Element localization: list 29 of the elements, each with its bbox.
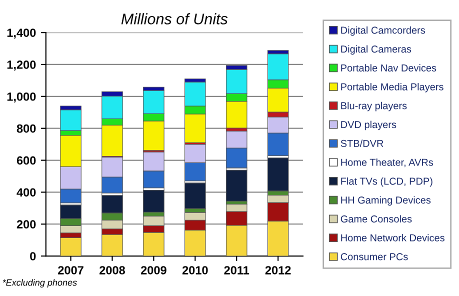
y-tick-label: 1,400 [7, 28, 36, 39]
y-tick-label: 200 [16, 220, 36, 229]
y-tick-label: 1,200 [7, 60, 36, 71]
legend-label: DVD players [341, 120, 396, 130]
legend-label: Game Consoles [340, 215, 412, 223]
x-tick-label: 2012 [265, 266, 291, 274]
y-tick-label: 800 [16, 124, 36, 133]
x-tick-label: 2009 [140, 266, 166, 274]
x-tick-label: 2007 [58, 266, 84, 274]
x-tick-label: 2010 [182, 266, 208, 274]
legend-label: Home Theater, AVRs [341, 158, 434, 168]
y-tick-label: 1,000 [7, 92, 36, 103]
y-tick-label: 0 [30, 252, 36, 260]
x-tick-label: 2011 [224, 266, 250, 274]
legend-label: Home Network Devices [341, 234, 444, 242]
legend-label: Blu-ray players [341, 102, 407, 112]
y-tick-label: 400 [16, 188, 36, 197]
legend-label: Flat TVs (LCD, PDP) [341, 177, 432, 187]
legend-label: Portable Media Players [341, 83, 444, 92]
y-tick-label: 600 [16, 156, 36, 165]
legend-label: HH Gaming Devices [341, 196, 431, 206]
legend-label: Portable Nav Devices [341, 64, 436, 72]
chart-title: Millions of Units [121, 13, 228, 24]
legend-label: Consumer PCs [340, 253, 408, 260]
legend-label: Digital Camcorders [341, 26, 426, 36]
legend-label: Digital Cameras [341, 45, 412, 55]
text: *Excluding phones [2, 279, 77, 288]
x-tick-label: 2008 [100, 266, 126, 274]
legend-label: STB/DVR [340, 140, 384, 148]
